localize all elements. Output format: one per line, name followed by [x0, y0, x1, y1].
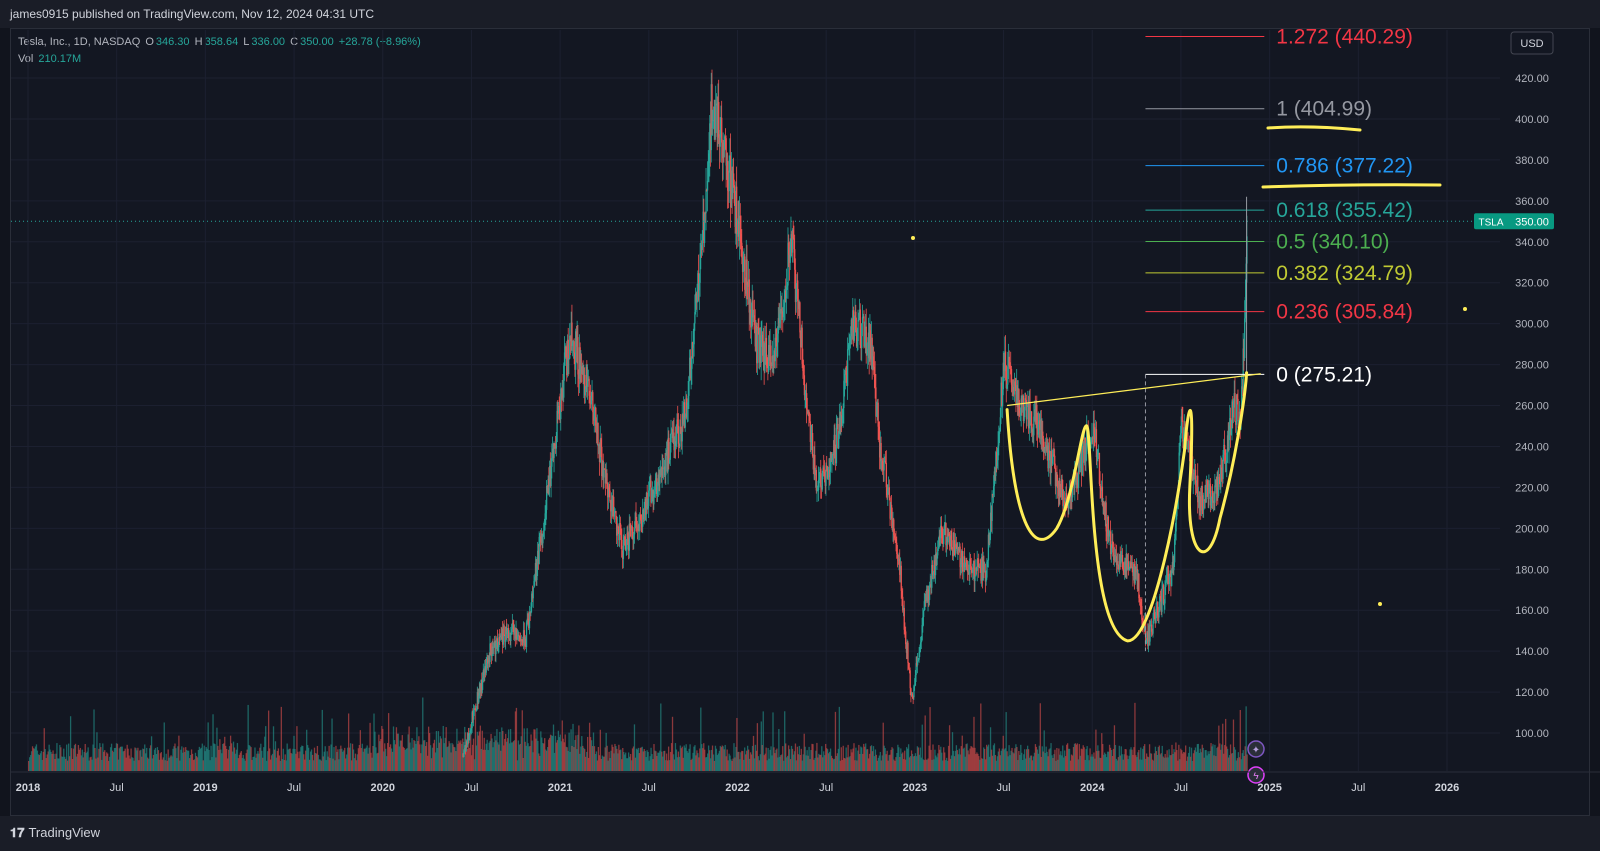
vol-value: 210.17M: [38, 53, 82, 65]
tradingview-logo-icon: 𝟏𝟕: [10, 825, 25, 840]
close-label: C: [290, 36, 299, 48]
symbol-legend: Tesla, Inc., 1D, NASDAQ O 346.30 H 358.64 …: [18, 34, 423, 68]
change-value: +28.78 (+8.96%): [338, 36, 421, 48]
tradingview-logo[interactable]: 𝟏𝟕 TradingView: [10, 825, 100, 841]
published-text: james0915 published on TradingView.com, …: [10, 7, 375, 21]
high-label: H: [194, 36, 203, 48]
low-label: L: [243, 36, 250, 48]
open-label: O: [145, 36, 154, 48]
vol-label: Vol: [18, 53, 34, 65]
low-value: 336.00: [251, 36, 286, 48]
high-value: 358.64: [204, 36, 239, 48]
symbol-name[interactable]: Tesla, Inc., 1D, NASDAQ: [18, 36, 141, 48]
footer-bar: [0, 816, 1600, 851]
open-value: 346.30: [155, 36, 190, 48]
publisher-bar: james0915 published on TradingView.com, …: [0, 0, 1600, 28]
chart-frame[interactable]: [10, 28, 1590, 816]
brand-name: TradingView: [28, 825, 101, 840]
close-value: 350.00: [300, 36, 334, 48]
